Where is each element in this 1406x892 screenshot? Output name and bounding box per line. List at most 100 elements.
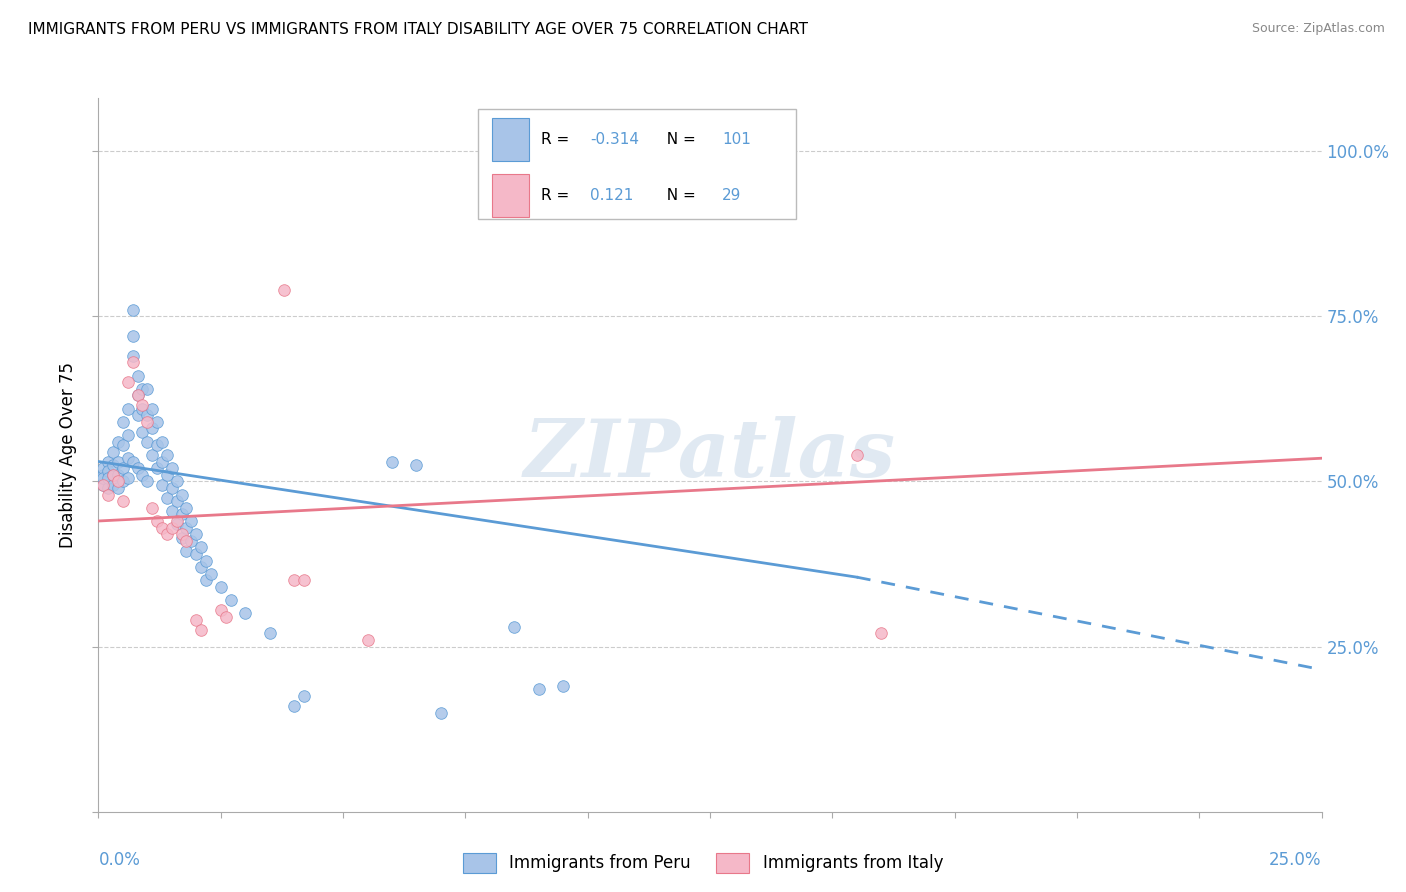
Point <box>111 494 134 508</box>
Point <box>97 471 120 485</box>
Point <box>111 415 134 429</box>
Point <box>127 388 149 402</box>
Point <box>136 434 159 449</box>
Point <box>356 632 378 647</box>
Point <box>131 425 153 439</box>
Point <box>97 454 120 468</box>
Point <box>723 144 745 158</box>
Point <box>160 461 183 475</box>
Point <box>190 560 212 574</box>
Point <box>146 461 169 475</box>
Point <box>405 458 427 472</box>
Point <box>150 520 173 534</box>
Point <box>170 531 193 545</box>
Point <box>121 302 143 317</box>
Point <box>180 514 202 528</box>
Point <box>101 444 124 458</box>
Point <box>176 520 198 534</box>
Point <box>136 415 159 429</box>
Point <box>117 451 139 466</box>
Point <box>121 355 143 369</box>
Point <box>195 554 218 568</box>
Point <box>101 477 124 491</box>
Point <box>101 467 124 482</box>
Point <box>131 401 153 416</box>
Legend: Immigrants from Peru, Immigrants from Italy: Immigrants from Peru, Immigrants from It… <box>456 847 950 880</box>
Point <box>200 566 222 581</box>
Point <box>176 500 198 515</box>
Text: -0.314: -0.314 <box>591 132 640 147</box>
Point <box>146 415 169 429</box>
Point <box>127 409 149 423</box>
Text: IMMIGRANTS FROM PERU VS IMMIGRANTS FROM ITALY DISABILITY AGE OVER 75 CORRELATION: IMMIGRANTS FROM PERU VS IMMIGRANTS FROM … <box>28 22 808 37</box>
Point <box>166 517 188 532</box>
Point <box>170 487 193 501</box>
Point <box>127 368 149 383</box>
Point <box>176 533 198 548</box>
Point <box>146 438 169 452</box>
Point <box>150 434 173 449</box>
Point <box>292 574 315 588</box>
Point <box>186 547 208 561</box>
Point <box>107 475 129 489</box>
Text: N =: N = <box>658 132 702 147</box>
Point <box>97 487 120 501</box>
Point <box>150 454 173 468</box>
Point <box>170 508 193 522</box>
Point <box>146 514 169 528</box>
Point <box>186 527 208 541</box>
Point <box>131 382 153 396</box>
Point <box>111 438 134 452</box>
Point <box>141 421 163 435</box>
Point <box>121 454 143 468</box>
Point <box>180 533 202 548</box>
Point <box>101 458 124 472</box>
FancyBboxPatch shape <box>492 174 529 217</box>
Point <box>170 527 193 541</box>
Point <box>91 461 114 475</box>
Point <box>233 607 256 621</box>
Point <box>136 382 159 396</box>
Point <box>117 471 139 485</box>
Point <box>259 626 281 640</box>
Point <box>166 514 188 528</box>
FancyBboxPatch shape <box>492 119 529 161</box>
Text: N =: N = <box>658 187 702 202</box>
Point <box>283 574 305 588</box>
Point <box>127 388 149 402</box>
Text: 29: 29 <box>723 187 741 202</box>
Text: R =: R = <box>541 132 574 147</box>
Point <box>150 477 173 491</box>
Point <box>136 409 159 423</box>
Point <box>117 376 139 390</box>
Point <box>527 682 550 697</box>
Point <box>176 543 198 558</box>
Point <box>121 349 143 363</box>
Point <box>107 481 129 495</box>
Point <box>845 448 868 462</box>
Point <box>156 527 179 541</box>
Point <box>430 706 453 720</box>
Text: R =: R = <box>541 187 579 202</box>
Point <box>283 698 305 713</box>
FancyBboxPatch shape <box>478 109 796 219</box>
Point <box>195 574 218 588</box>
Point <box>127 461 149 475</box>
Point <box>131 467 153 482</box>
Point <box>101 467 124 482</box>
Point <box>870 626 893 640</box>
Y-axis label: Disability Age Over 75: Disability Age Over 75 <box>59 362 77 548</box>
Point <box>576 144 599 158</box>
Point <box>186 613 208 627</box>
Point <box>214 609 236 624</box>
Point <box>190 541 212 555</box>
Point <box>166 494 188 508</box>
Point <box>117 428 139 442</box>
Point <box>190 623 212 637</box>
Point <box>107 467 129 482</box>
Point <box>156 491 179 505</box>
Text: 101: 101 <box>723 132 751 147</box>
Point <box>292 689 315 703</box>
Point <box>107 454 129 468</box>
Point <box>381 454 404 468</box>
